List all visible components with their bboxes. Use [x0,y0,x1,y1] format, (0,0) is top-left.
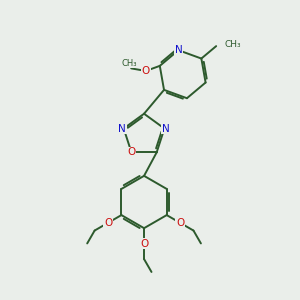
Text: O: O [140,238,148,249]
Text: O: O [104,218,112,228]
Text: O: O [176,218,184,228]
Text: N: N [162,124,170,134]
Text: O: O [142,66,150,76]
Text: CH₃: CH₃ [224,40,241,49]
Text: N: N [118,124,126,134]
Text: N: N [175,45,182,55]
Text: CH₃: CH₃ [122,58,137,68]
Text: O: O [128,148,136,158]
